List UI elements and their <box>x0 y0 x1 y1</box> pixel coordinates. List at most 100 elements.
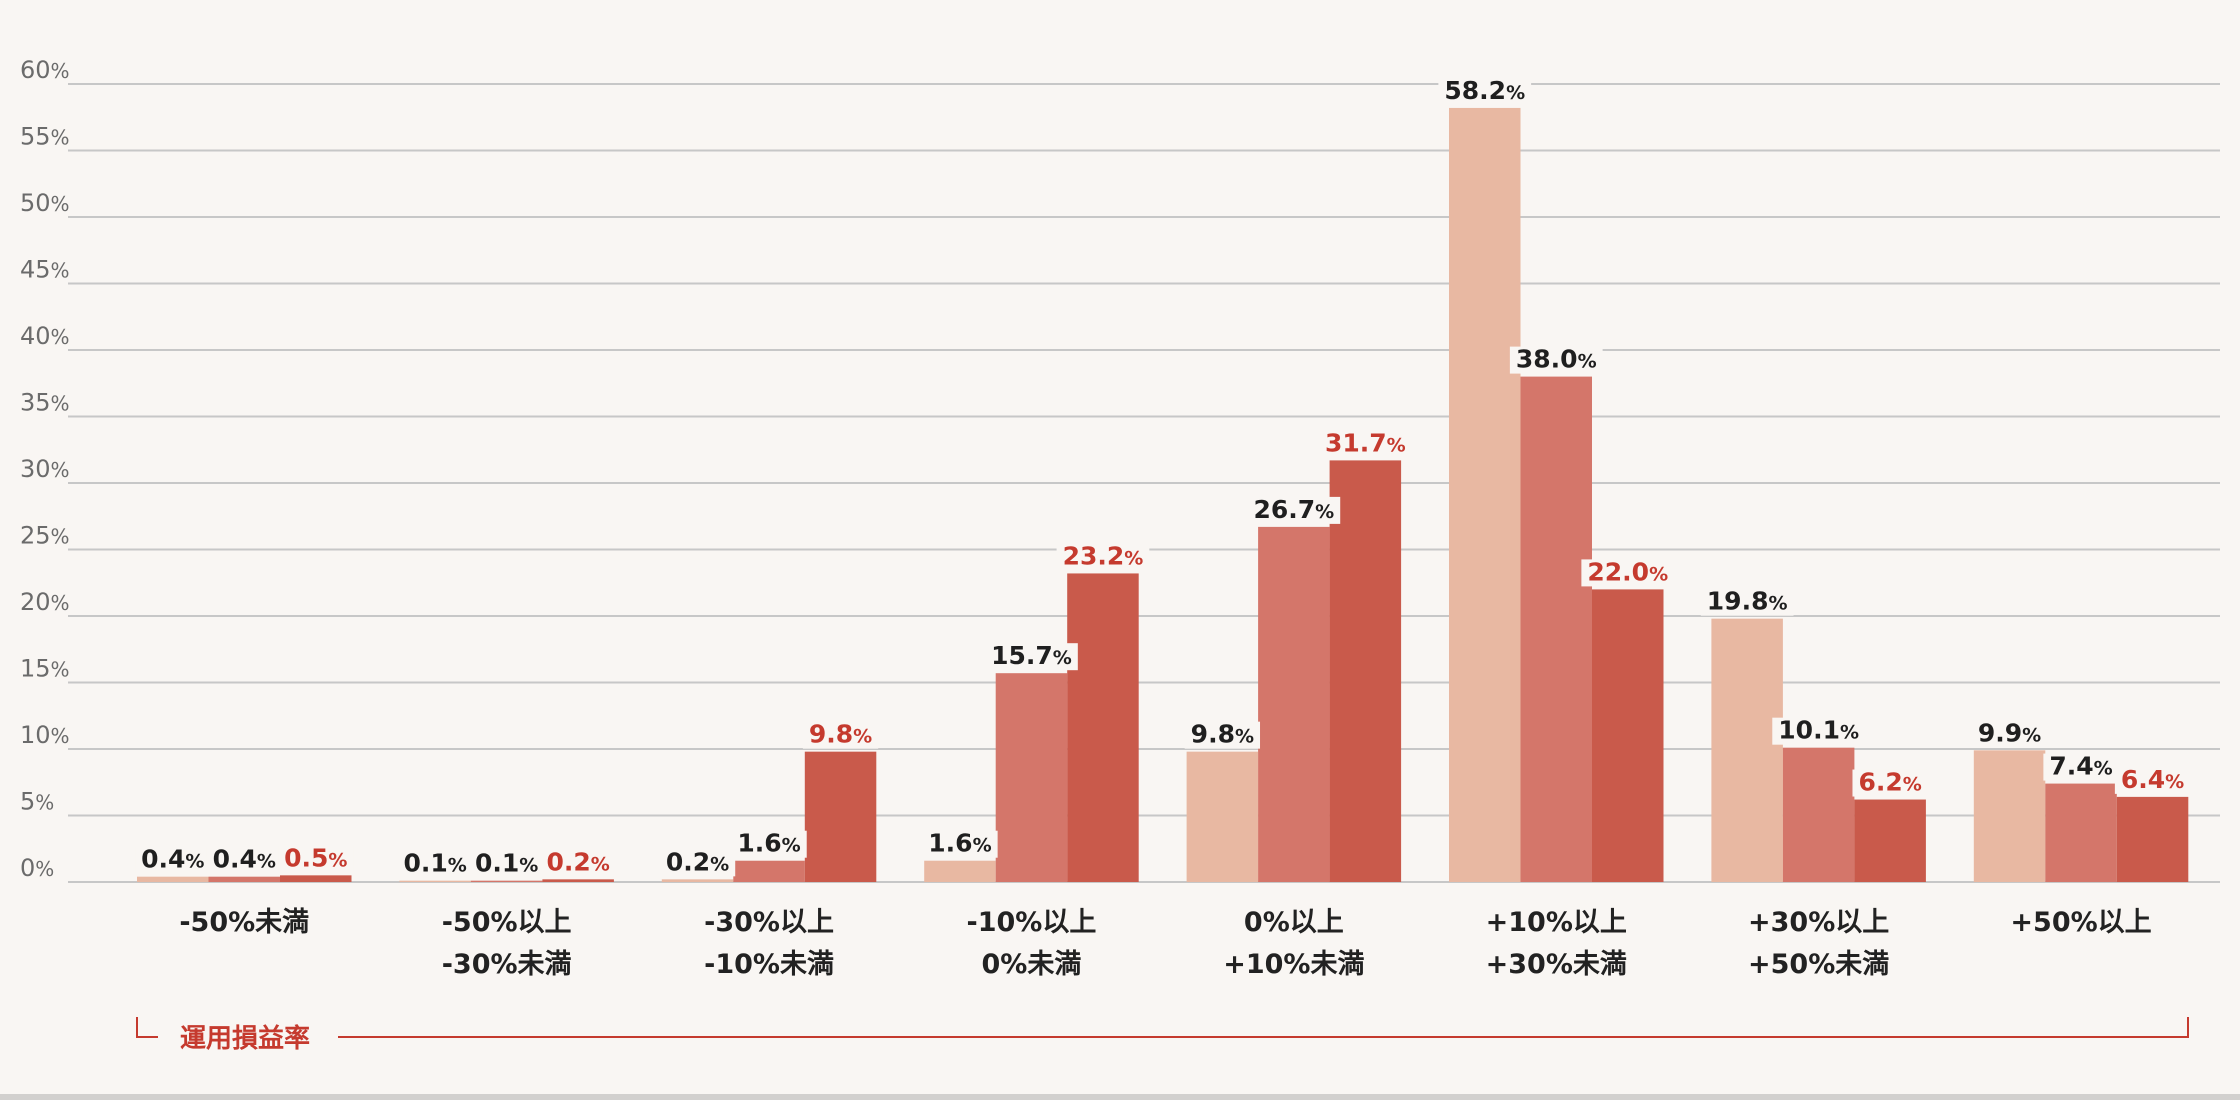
data-label: 0.2% <box>666 847 729 876</box>
data-label: 1.6% <box>737 829 800 858</box>
bar <box>995 673 1068 882</box>
y-tick-label: 50% <box>20 189 70 217</box>
bar <box>2116 796 2189 882</box>
data-label: 0.4% <box>213 845 276 874</box>
category-label: +50%未満 <box>1748 949 1889 980</box>
category-label: 0%以上 <box>1244 907 1344 938</box>
footer-divider <box>0 1094 2240 1100</box>
y-tick-label: 45% <box>20 256 70 284</box>
bar <box>1592 589 1664 882</box>
bar <box>1711 618 1783 882</box>
data-label-background <box>1318 430 1412 458</box>
data-label: 10.1% <box>1778 716 1859 745</box>
y-tick-label: 35% <box>20 389 70 417</box>
data-label: 38.0% <box>1516 345 1597 374</box>
data-label-background <box>1772 717 1866 745</box>
category-label: -50%未満 <box>179 907 309 938</box>
y-tick-label: 10% <box>20 721 70 749</box>
bar <box>470 880 543 882</box>
bar <box>733 860 805 882</box>
data-label: 0.2% <box>546 847 609 876</box>
bar <box>1854 799 1926 882</box>
category-label: -30%以上 <box>704 907 834 938</box>
data-label: 15.7% <box>991 641 1072 670</box>
bar <box>1186 751 1259 882</box>
category-label: -10%未満 <box>704 949 834 980</box>
bar <box>1449 107 1521 882</box>
category-label: +50%以上 <box>2010 907 2151 938</box>
bracket-line <box>136 1017 158 1038</box>
bar <box>804 751 877 882</box>
y-tick-label: 25% <box>20 522 70 550</box>
bar <box>1329 460 1402 882</box>
data-label: 1.6% <box>928 829 991 858</box>
bar <box>1973 750 2046 882</box>
data-label: 19.8% <box>1707 587 1788 616</box>
data-label: 26.7% <box>1253 495 1334 524</box>
data-label: 58.2% <box>1444 76 1525 105</box>
data-label: 9.8% <box>1191 720 1254 749</box>
y-tick-label: 40% <box>20 322 70 350</box>
data-label: 7.4% <box>2049 752 2112 781</box>
data-label-background <box>1581 559 1675 587</box>
y-tick-label: 15% <box>20 655 70 683</box>
x-axis-categories: -50%未満 -50%以上 -30%未満 -30%以上 -10%未満 -10%以上 0%未満… <box>179 907 2151 980</box>
data-label: 23.2% <box>1063 541 1144 570</box>
bar <box>399 880 471 882</box>
y-tick-label: 20% <box>20 588 70 616</box>
x-axis-title-bracket: 運用損益率 <box>136 1017 2189 1054</box>
gridlines <box>68 83 2220 883</box>
data-label-background <box>1509 346 1603 374</box>
data-labels: 0.4% 0.4% 0.5% 0.1% 0.1% 0.2% 0.2% 1.6% 9.8% 1.6%… <box>135 76 2191 878</box>
bar <box>1520 376 1592 882</box>
category-label: -10%以上 <box>967 907 1097 938</box>
category-label: +30%未満 <box>1486 949 1627 980</box>
category-label: +10%未満 <box>1223 949 1364 980</box>
data-label: 9.9% <box>1978 718 2041 747</box>
data-label: 0.5% <box>284 843 347 872</box>
data-label-background <box>1247 496 1341 524</box>
data-label-background <box>540 849 616 877</box>
data-label-background <box>802 721 879 749</box>
data-label: 0.1% <box>403 849 466 878</box>
y-tick-label: 30% <box>20 455 70 483</box>
data-label: 9.8% <box>809 720 872 749</box>
category-label: -50%以上 <box>442 907 572 938</box>
data-label-background <box>397 850 473 878</box>
bar <box>137 876 209 882</box>
bar <box>208 876 280 882</box>
data-label: 22.0% <box>1587 557 1668 586</box>
bar <box>1782 747 1855 882</box>
data-label-background <box>135 846 211 874</box>
data-label-background <box>1971 720 2048 748</box>
y-tick-label: 60% <box>20 56 70 84</box>
y-tick-label: 5% <box>20 788 54 816</box>
y-axis-ticks: 0% 5% 10% 15% 20% 25% 30% 35% 40% 45% 50% 55% 60% <box>20 56 70 882</box>
data-label-background <box>278 845 354 873</box>
data-label: 31.7% <box>1325 428 1406 457</box>
bar <box>924 860 996 882</box>
data-label-background <box>1700 588 1794 616</box>
bar <box>1258 526 1330 882</box>
data-label-background <box>922 830 998 858</box>
category-label: +30%以上 <box>1748 907 1889 938</box>
data-label: 0.4% <box>141 845 204 874</box>
data-label-background <box>206 846 282 874</box>
y-tick-label: 55% <box>20 123 70 151</box>
data-label-background <box>1852 769 1928 797</box>
data-label: 0.1% <box>475 849 538 878</box>
data-label-background <box>1184 721 1261 749</box>
category-label: 0%未満 <box>982 949 1082 980</box>
bracket-line <box>338 1017 2189 1038</box>
y-tick-label: 0% <box>20 854 54 882</box>
category-label: +10%以上 <box>1486 907 1627 938</box>
data-label-background <box>731 830 807 858</box>
data-label-background <box>2043 753 2119 781</box>
bar <box>661 879 734 882</box>
bar <box>1067 573 1139 882</box>
data-label-background <box>1438 77 1532 105</box>
x-axis-title: 運用損益率 <box>180 1023 310 1054</box>
bar <box>280 875 352 882</box>
data-label: 6.4% <box>2121 765 2184 794</box>
